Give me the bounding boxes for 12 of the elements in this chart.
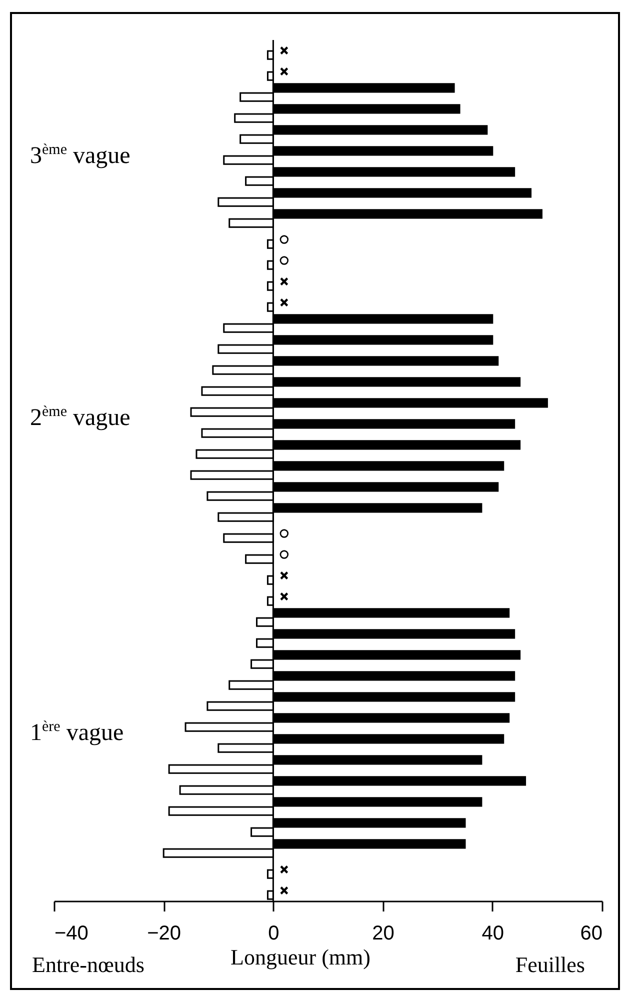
x-tick-label: 0 — [268, 922, 280, 944]
x-tick-label: −20 — [147, 922, 182, 944]
annotation: 2$^{ème}$ vague — [30, 404, 130, 432]
x-tick-label: −40 — [54, 922, 88, 944]
annotation: 3$^{ème}$ vague — [30, 142, 130, 170]
x-tick-label: 60 — [580, 922, 602, 944]
x-tick-label: 40 — [482, 922, 504, 944]
annotation: 1$^{ère}$ vague — [30, 719, 124, 747]
x-axis-title: Longueur (mm) — [230, 944, 370, 970]
x-tick-label: 20 — [372, 922, 394, 944]
text: Entre-nœuds — [32, 952, 144, 978]
text: Feuilles — [515, 952, 585, 978]
